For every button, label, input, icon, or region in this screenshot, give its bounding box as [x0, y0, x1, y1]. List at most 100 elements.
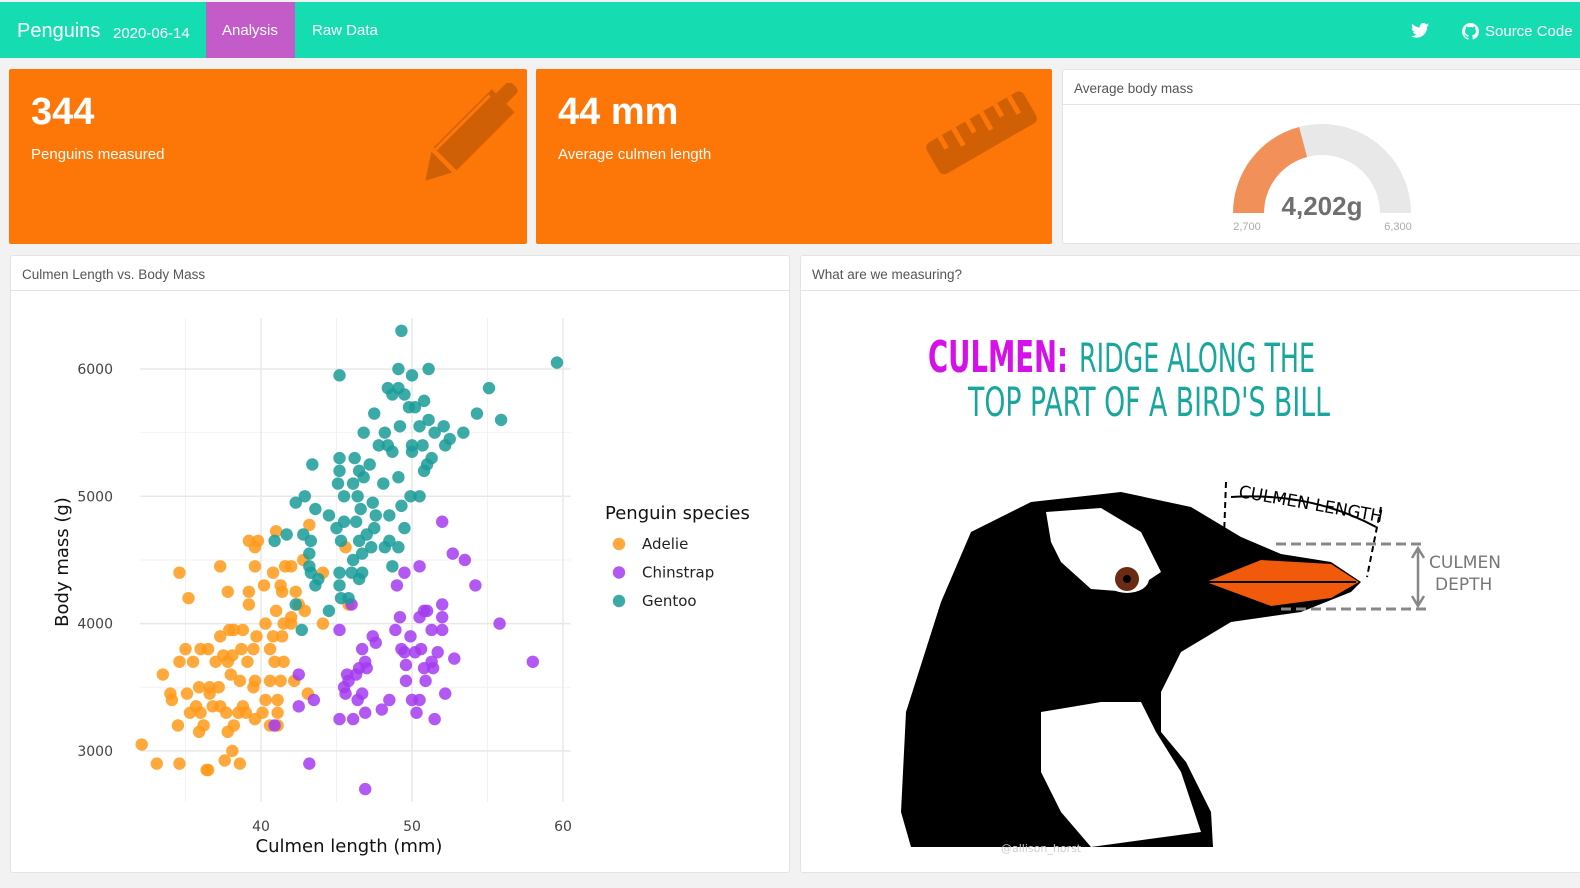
data-point-gentoo	[482, 381, 496, 395]
data-point-adelie	[201, 642, 215, 656]
data-point-gentoo	[309, 502, 322, 516]
data-point-gentoo	[377, 477, 390, 490]
data-point-gentoo	[330, 521, 343, 535]
illustration-heading-key: CULMEN:	[928, 332, 1068, 383]
data-point-adelie	[271, 706, 284, 719]
data-point-gentoo	[348, 451, 361, 465]
data-point-chinstrap	[431, 646, 444, 659]
data-point-adelie	[268, 655, 281, 668]
data-point-chinstrap	[358, 782, 372, 796]
data-point-adelie	[298, 604, 311, 618]
data-point-chinstrap	[428, 712, 441, 726]
data-point-adelie	[192, 681, 206, 694]
data-point-adelie	[269, 604, 283, 618]
data-point-gentoo	[333, 464, 346, 478]
y-tick-label: 5000	[77, 489, 113, 505]
data-point-gentoo	[392, 471, 405, 484]
gauge-min-label: 2,700	[1233, 221, 1261, 233]
data-point-gentoo	[395, 499, 408, 513]
data-point-chinstrap	[414, 642, 428, 656]
data-point-gentoo	[405, 445, 419, 458]
data-point-chinstrap	[351, 693, 364, 707]
data-point-adelie	[156, 668, 170, 681]
culmen-illustration: CULMEN: RIDGE ALONG THE TOP PART OF A BI…	[901, 332, 1501, 855]
data-point-adelie	[226, 649, 239, 662]
data-point-gentoo	[289, 496, 302, 509]
data-point-adelie	[257, 579, 271, 592]
data-point-gentoo	[422, 362, 435, 376]
data-point-chinstrap	[410, 706, 423, 719]
data-point-gentoo	[405, 369, 419, 382]
card-title: Average body mass	[1063, 70, 1580, 105]
data-point-adelie	[259, 693, 272, 707]
data-point-gentoo	[392, 362, 405, 376]
data-point-chinstrap	[399, 658, 413, 672]
data-point-chinstrap	[526, 655, 539, 668]
ruler-icon	[926, 91, 1037, 175]
data-point-gentoo	[331, 477, 345, 490]
data-point-gentoo	[304, 534, 318, 548]
data-point-adelie	[235, 642, 248, 656]
twitter-icon	[1411, 23, 1429, 38]
data-point-chinstrap	[493, 617, 506, 630]
data-point-gentoo	[428, 426, 441, 439]
data-point-chinstrap	[292, 700, 305, 713]
data-point-adelie	[200, 763, 213, 777]
data-point-gentoo	[372, 439, 385, 452]
data-point-chinstrap	[413, 560, 426, 573]
data-point-chinstrap	[458, 553, 472, 567]
data-point-chinstrap	[393, 611, 407, 624]
data-point-gentoo	[457, 426, 470, 439]
source-code-link[interactable]: Source Code	[1462, 23, 1573, 40]
data-point-gentoo	[309, 579, 322, 592]
data-point-gentoo	[357, 426, 370, 439]
data-point-adelie	[266, 630, 280, 643]
data-point-gentoo	[368, 521, 381, 535]
data-point-chinstrap	[469, 579, 482, 592]
data-point-gentoo	[386, 560, 399, 573]
data-point-gentoo	[357, 471, 370, 484]
data-point-chinstrap	[339, 687, 352, 700]
data-point-adelie	[242, 585, 256, 598]
data-point-adelie	[239, 706, 253, 719]
github-icon	[1462, 23, 1479, 40]
data-point-chinstrap	[425, 623, 438, 637]
data-point-gentoo	[355, 547, 369, 560]
data-point-adelie	[236, 623, 250, 637]
value-box-caption: Penguins measured	[31, 146, 165, 163]
data-point-gentoo	[437, 420, 450, 433]
data-point-adelie	[179, 642, 192, 656]
twitter-link[interactable]	[1411, 23, 1429, 38]
brand-title[interactable]: Penguins	[17, 20, 101, 42]
tab-analysis[interactable]: Analysis	[206, 2, 295, 58]
gauge-card: Average body mass 4,202g 2,700 6,300	[1062, 69, 1580, 244]
tab-raw-data[interactable]: Raw Data	[312, 22, 378, 39]
culmen-length-label: CULMEN LENGTH	[1237, 482, 1384, 527]
culmen-depth-label-2: DEPTH	[1435, 575, 1492, 595]
y-axis-label: Body mass (g)	[52, 497, 73, 627]
data-point-adelie	[263, 674, 277, 688]
scatter-plot: 40 50 60 3000 4000 5000 6000 Culmen length (mm)…	[52, 318, 750, 857]
data-point-adelie	[233, 757, 247, 770]
data-point-gentoo	[298, 490, 311, 503]
data-point-gentoo	[333, 579, 346, 592]
data-point-chinstrap	[436, 598, 449, 611]
data-point-adelie	[263, 642, 277, 656]
data-point-gentoo	[417, 464, 431, 478]
data-point-gentoo	[333, 566, 346, 579]
data-point-adelie	[150, 757, 164, 770]
nav-date: 2020-06-14	[113, 25, 190, 42]
data-point-gentoo	[443, 432, 456, 446]
data-point-gentoo	[334, 534, 348, 548]
x-tick-label: 50	[403, 819, 421, 835]
pencil-icon	[425, 83, 518, 181]
legend-label: Gentoo	[642, 592, 697, 610]
data-point-adelie	[212, 681, 225, 694]
data-point-adelie	[214, 630, 227, 643]
value-box-value: 44 mm	[558, 91, 679, 133]
data-point-chinstrap	[419, 674, 432, 688]
data-point-adelie	[233, 674, 247, 688]
data-point-adelie	[248, 541, 262, 554]
data-point-adelie	[164, 687, 177, 700]
data-point-chinstrap	[346, 712, 360, 726]
